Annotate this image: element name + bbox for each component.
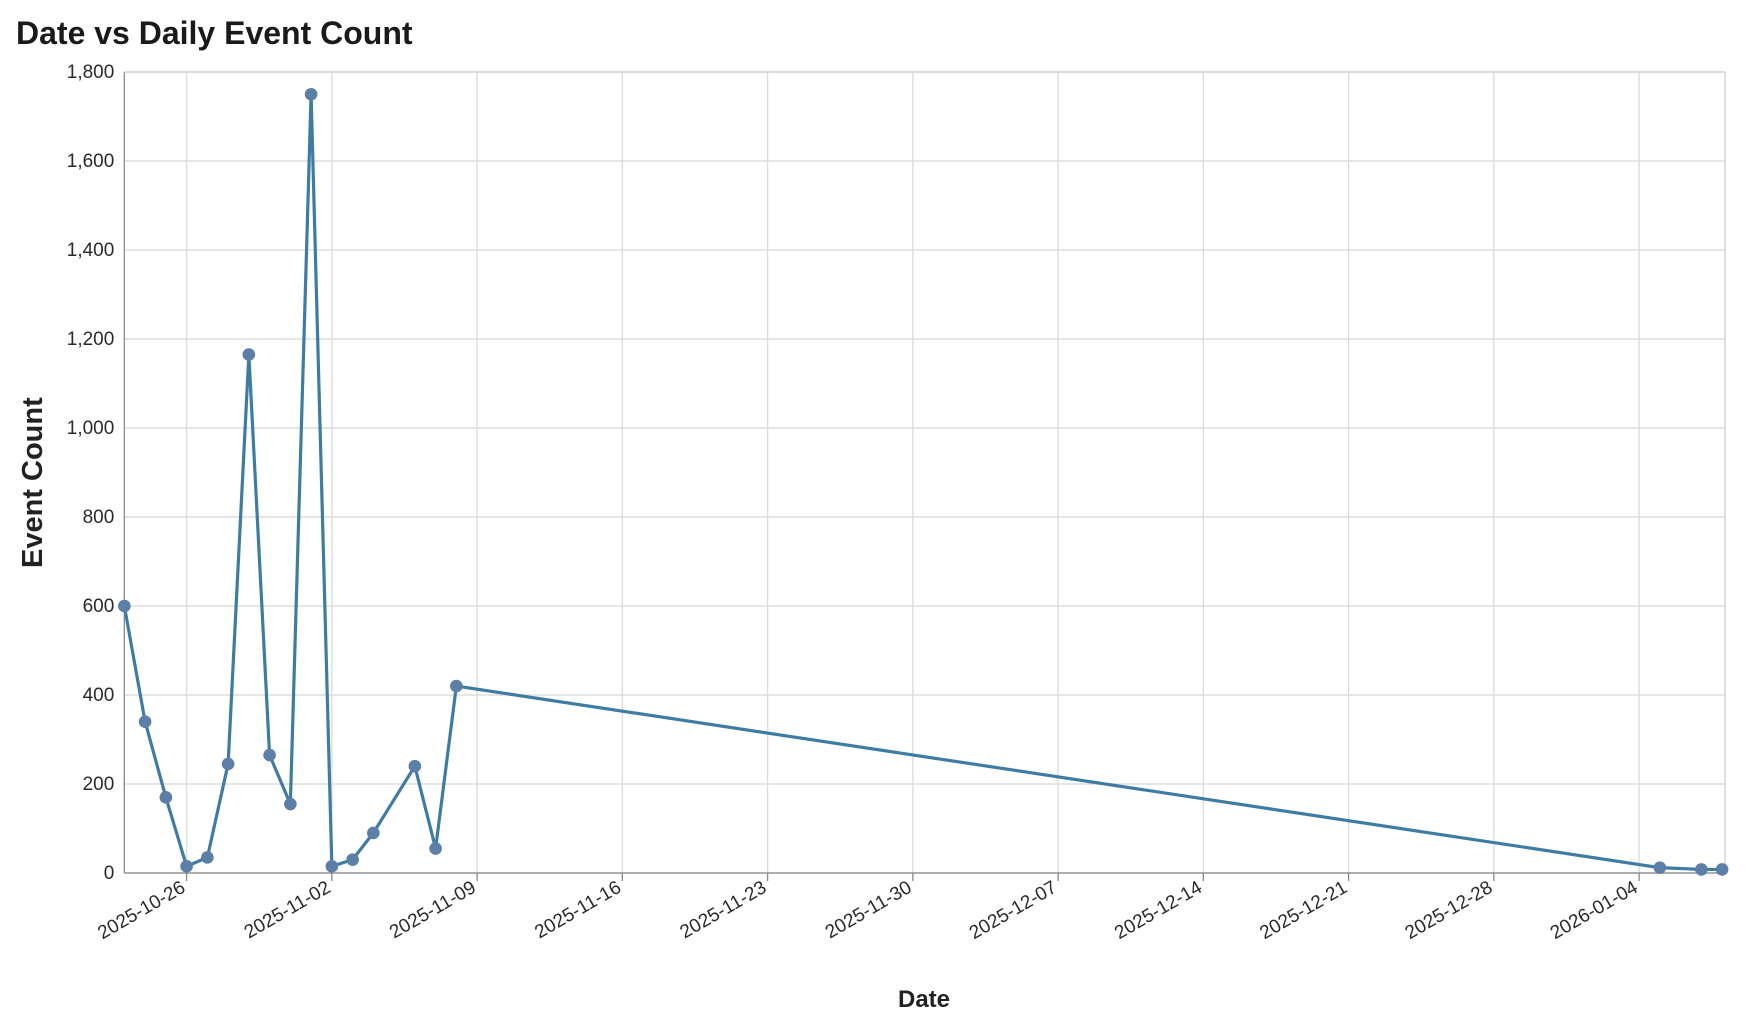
svg-text:1,200: 1,200: [67, 329, 115, 350]
svg-text:1,400: 1,400: [67, 240, 115, 261]
svg-text:600: 600: [83, 596, 115, 617]
svg-text:800: 800: [83, 507, 115, 528]
svg-text:200: 200: [83, 774, 115, 795]
svg-text:1,600: 1,600: [67, 151, 115, 172]
svg-text:0: 0: [104, 863, 115, 884]
svg-text:400: 400: [83, 685, 115, 706]
svg-text:1,800: 1,800: [67, 62, 115, 83]
svg-text:1,000: 1,000: [67, 418, 115, 439]
